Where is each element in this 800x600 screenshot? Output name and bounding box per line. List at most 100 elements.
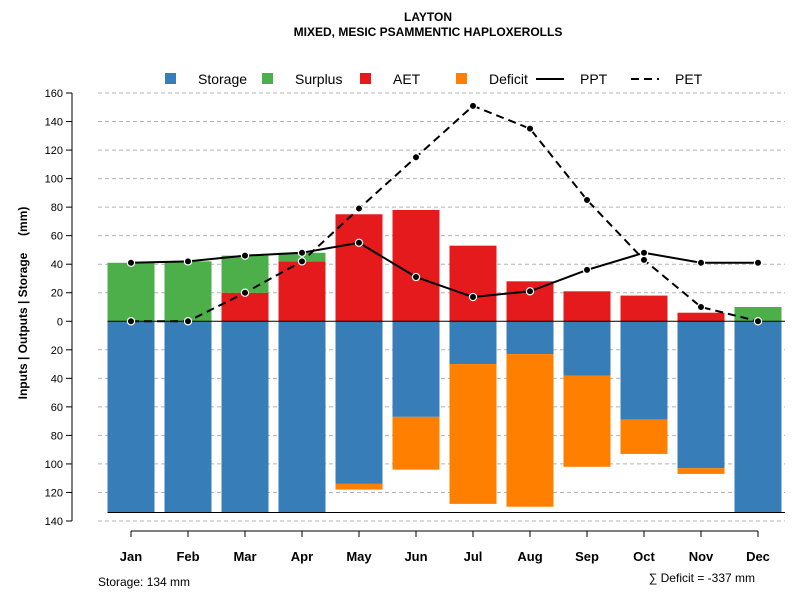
bar-storage-may: [335, 321, 383, 484]
legend-swatch-storage: [165, 73, 176, 84]
x-tick-label-apr: Apr: [291, 549, 313, 564]
bar-storage-oct: [620, 321, 668, 420]
footnote-storage: Storage: 134 mm: [98, 575, 190, 589]
footnote-deficit: ∑ Deficit = -337 mm: [649, 571, 755, 585]
x-tick-label-sep: Sep: [575, 549, 599, 564]
bar-aet-sep: [563, 291, 611, 322]
point-ppt-dec: [753, 258, 763, 267]
x-tick-label-aug: Aug: [517, 549, 542, 564]
point-pet-jul: [468, 101, 478, 111]
point-pet-aug: [525, 124, 535, 133]
bar-storage-mar: [221, 321, 269, 513]
legend-label-aet: AET: [393, 71, 421, 87]
point-ppt-may: [354, 238, 364, 247]
point-ppt-jun: [411, 272, 421, 282]
bar-series: [107, 209, 785, 513]
x-tick-label-dec: Dec: [746, 549, 770, 564]
y-tick-label: 60: [51, 231, 63, 243]
point-ppt-jan: [126, 258, 136, 267]
point-pet-sep: [582, 195, 592, 205]
x-tick-label-may: May: [346, 549, 372, 564]
y-tick-label: 80: [51, 430, 63, 442]
x-tick-label-jan: Jan: [120, 549, 142, 564]
gridlines: [98, 92, 785, 522]
x-tick-label-mar: Mar: [233, 549, 256, 564]
point-pet-feb: [183, 317, 193, 326]
bar-deficit-jul: [449, 364, 497, 504]
y-tick-label: 100: [45, 174, 63, 186]
x-tick-label-feb: Feb: [176, 549, 199, 564]
y-tick-label: 20: [51, 288, 63, 300]
y-tick-label: 80: [51, 202, 63, 214]
legend-item-deficit: Deficit: [456, 71, 528, 87]
point-ppt-aug: [525, 287, 535, 296]
y-tick-label: 40: [51, 373, 63, 385]
point-ppt-oct: [639, 248, 649, 257]
y-tick-label: 120: [45, 145, 63, 157]
y-tick-label: 40: [51, 259, 63, 271]
y-tick-label: 140: [45, 117, 63, 129]
x-tick-label-jun: Jun: [404, 549, 427, 564]
legend-label-deficit: Deficit: [489, 71, 528, 87]
legend-swatch-deficit: [456, 73, 467, 84]
bar-deficit-aug: [506, 354, 554, 507]
legend-item-storage: Storage: [165, 71, 247, 87]
legend-swatch-aet: [360, 73, 371, 84]
bar-aet-may: [335, 214, 383, 322]
line-ppt: [130, 241, 758, 299]
chart-title: LAYTON: [404, 10, 452, 24]
y-tick-label: 20: [51, 345, 63, 357]
bar-storage-dec: [734, 321, 782, 513]
legend-item-pet: PET: [631, 71, 703, 87]
point-ppt-mar: [240, 251, 250, 260]
line-series: [126, 101, 763, 326]
bar-aet-jun: [392, 209, 440, 322]
bar-storage-jun: [392, 321, 440, 417]
line-pet: [131, 104, 759, 323]
y-tick-label: 120: [45, 487, 63, 499]
point-pet-oct: [639, 255, 649, 265]
point-pet-mar: [240, 288, 250, 297]
bar-surplus-feb: [164, 261, 212, 322]
point-pet-jun: [411, 152, 421, 162]
bar-storage-aug: [506, 321, 554, 355]
legend-item-ppt: PPT: [536, 71, 608, 87]
point-ppt-sep: [582, 265, 592, 275]
legend-label-surplus: Surplus: [295, 71, 342, 87]
point-pet-may: [354, 204, 364, 213]
legend-label-pet: PET: [675, 71, 703, 87]
y-tick-label: 0: [57, 316, 63, 328]
y-tick-label: 160: [45, 88, 63, 100]
y-tick-label: 60: [51, 402, 63, 414]
legend-item-aet: AET: [360, 71, 421, 87]
bar-storage-jul: [449, 321, 497, 365]
bar-storage-nov: [677, 321, 725, 469]
bar-aet-oct: [620, 295, 668, 322]
bar-surplus-mar: [221, 255, 269, 293]
bar-aet-jul: [449, 245, 497, 322]
x-tick-label-jul: Jul: [464, 549, 483, 564]
point-ppt-jul: [468, 292, 478, 302]
bar-deficit-sep: [563, 375, 611, 467]
bar-storage-feb: [164, 321, 212, 513]
chart-legend: Storage Surplus AET Deficit PPT PET: [165, 71, 703, 87]
bar-storage-jan: [107, 321, 155, 513]
point-ppt-feb: [183, 257, 193, 266]
bar-aet-mar: [221, 292, 269, 322]
point-pet-jan: [126, 317, 136, 326]
legend-label-storage: Storage: [198, 71, 247, 87]
point-ppt-nov: [696, 258, 706, 267]
point-ppt-apr: [297, 248, 307, 257]
point-pet-dec: [753, 317, 763, 326]
axes: 140 120 100 80 60 40 20 0 20 40 60 80 100 120 140 160 Ja…: [45, 88, 770, 564]
bar-storage-apr: [278, 321, 326, 513]
bar-aet-nov: [677, 312, 725, 322]
bar-deficit-nov: [677, 468, 725, 474]
bar-deficit-may: [335, 483, 383, 490]
y-tick-label: 140: [45, 516, 63, 528]
x-tick-label-oct: Oct: [633, 549, 655, 564]
legend-label-ppt: PPT: [580, 71, 608, 87]
point-pet-nov: [696, 302, 706, 312]
legend-swatch-surplus: [262, 73, 273, 84]
